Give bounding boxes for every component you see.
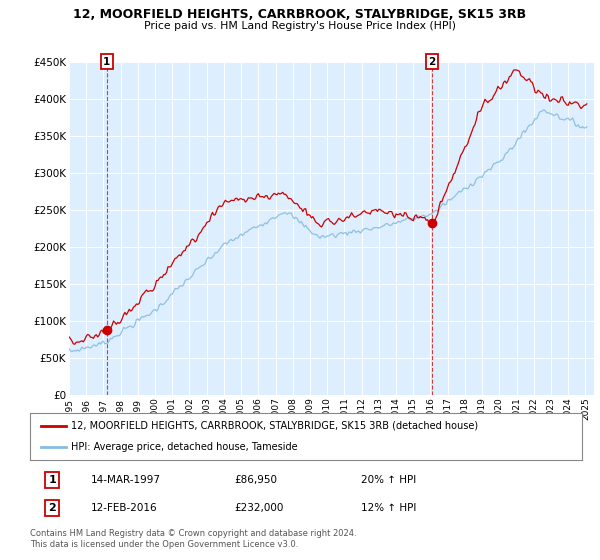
Text: £86,950: £86,950: [234, 475, 277, 485]
Text: £232,000: £232,000: [234, 503, 284, 514]
Text: HPI: Average price, detached house, Tameside: HPI: Average price, detached house, Tame…: [71, 442, 298, 452]
Text: 1: 1: [103, 57, 110, 67]
Text: 12-FEB-2016: 12-FEB-2016: [91, 503, 157, 514]
Text: Price paid vs. HM Land Registry's House Price Index (HPI): Price paid vs. HM Land Registry's House …: [144, 21, 456, 31]
Text: 12, MOORFIELD HEIGHTS, CARRBROOK, STALYBRIDGE, SK15 3RB (detached house): 12, MOORFIELD HEIGHTS, CARRBROOK, STALYB…: [71, 421, 479, 431]
Text: 1: 1: [48, 475, 56, 485]
Text: 14-MAR-1997: 14-MAR-1997: [91, 475, 161, 485]
Text: 20% ↑ HPI: 20% ↑ HPI: [361, 475, 416, 485]
Text: 12% ↑ HPI: 12% ↑ HPI: [361, 503, 416, 514]
Text: 2: 2: [48, 503, 56, 514]
Text: 2: 2: [428, 57, 436, 67]
Text: 12, MOORFIELD HEIGHTS, CARRBROOK, STALYBRIDGE, SK15 3RB: 12, MOORFIELD HEIGHTS, CARRBROOK, STALYB…: [73, 8, 527, 21]
Text: Contains HM Land Registry data © Crown copyright and database right 2024.
This d: Contains HM Land Registry data © Crown c…: [30, 529, 356, 549]
